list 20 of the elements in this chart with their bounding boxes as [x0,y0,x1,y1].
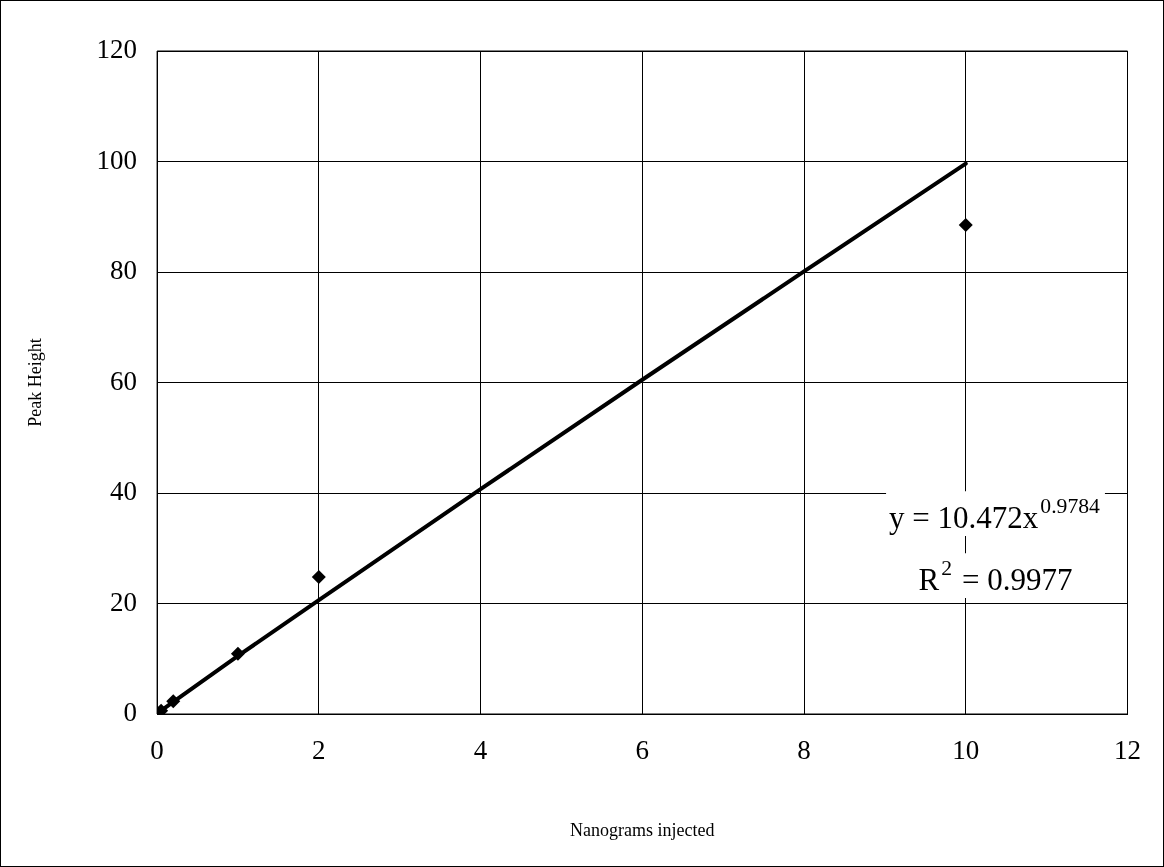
x-axis-title: Nanograms injected [570,819,715,840]
x-tick-label: 6 [635,735,650,766]
point [166,694,181,709]
y-tick-label: 20 [110,586,138,617]
x-tick-label: 0 [150,735,164,766]
y-tick-label: 80 [110,255,138,286]
y-tick-label: 60 [110,365,138,396]
point [311,569,326,584]
point [230,646,245,661]
x-tick-label: 12 [1114,735,1141,766]
y-tick-label: 120 [96,34,138,65]
y-tick-label: 100 [96,144,138,175]
y-axis-title: Peak Height [24,338,45,427]
x-tick-label: 2 [312,735,326,766]
y-tick-label: 40 [110,476,138,507]
point [958,218,973,233]
x-tick-label: 4 [473,735,488,766]
y-tick-label: 0 [123,697,138,728]
x-tick-label: 10 [952,735,980,766]
x-tick-label: 8 [797,735,811,766]
